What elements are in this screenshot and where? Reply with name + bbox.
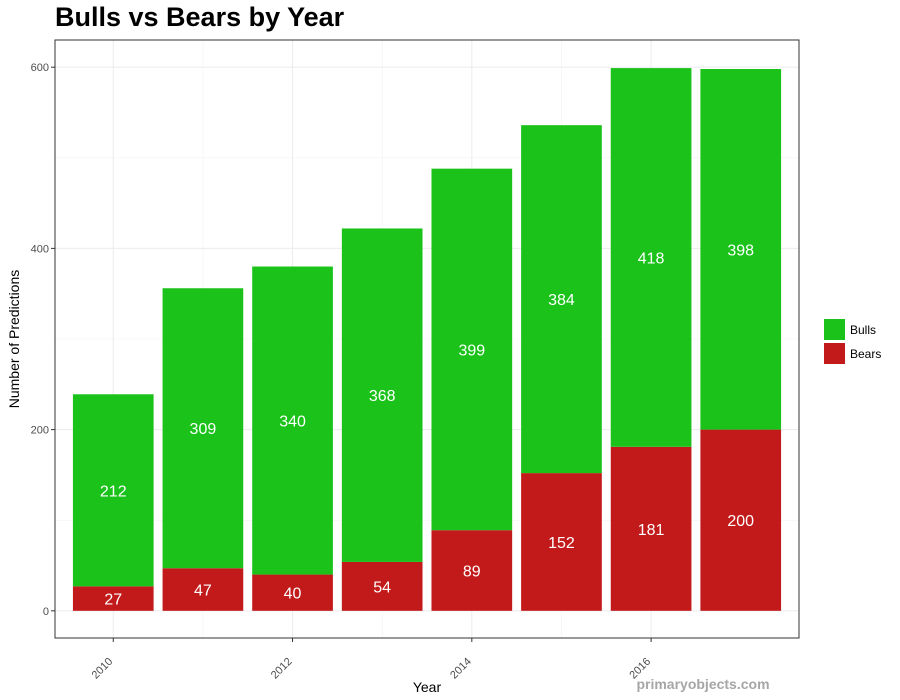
x-tick-label: 2010 bbox=[90, 656, 116, 682]
y-tick-label: 400 bbox=[31, 243, 49, 255]
y-tick-label: 600 bbox=[31, 62, 49, 74]
bar-bears bbox=[521, 473, 602, 611]
data-label-bears: 27 bbox=[104, 592, 122, 609]
data-label-bears: 181 bbox=[638, 522, 665, 539]
bar-bears bbox=[610, 446, 692, 611]
plot-border bbox=[54, 39, 800, 639]
bar-bulls bbox=[72, 394, 154, 587]
data-label-bulls: 384 bbox=[548, 292, 575, 309]
bar-labels: 27 212 47 309 40 340 54 368 89 399 152 384 181 418 200… bbox=[100, 242, 754, 608]
data-label-bears: 152 bbox=[548, 535, 575, 552]
chart-title: Bulls vs Bears by Year bbox=[55, 2, 345, 32]
data-label-bulls: 418 bbox=[638, 250, 665, 267]
bars bbox=[72, 68, 782, 611]
watermark: primaryobjects.com bbox=[636, 676, 769, 692]
legend-key-bears bbox=[824, 343, 845, 364]
data-label-bulls: 368 bbox=[369, 388, 396, 405]
bar-bulls bbox=[162, 288, 244, 569]
bar-bears bbox=[72, 586, 154, 611]
y-tick-label: 0 bbox=[43, 606, 49, 618]
bar-bulls bbox=[252, 266, 333, 575]
bar-bears bbox=[431, 530, 513, 611]
bar-bears bbox=[341, 561, 423, 611]
legend-key-bulls bbox=[824, 319, 845, 340]
data-label-bears: 40 bbox=[284, 586, 302, 603]
data-label-bears: 47 bbox=[194, 583, 212, 600]
bar-bulls bbox=[341, 228, 423, 562]
data-label-bulls: 309 bbox=[190, 421, 217, 438]
y-axis-title: Number of Predictions bbox=[6, 270, 22, 409]
bar-bulls bbox=[431, 168, 513, 531]
data-label-bears: 200 bbox=[727, 513, 754, 530]
data-label-bears: 89 bbox=[463, 563, 481, 580]
x-tick-label: 2012 bbox=[269, 656, 295, 682]
bar-bears bbox=[700, 429, 782, 611]
data-label-bulls: 399 bbox=[458, 342, 485, 359]
data-label-bears: 54 bbox=[373, 579, 391, 596]
legend-label-bears: Bears bbox=[850, 347, 881, 361]
data-label-bulls: 212 bbox=[100, 483, 127, 500]
y-tick-label: 200 bbox=[31, 425, 49, 437]
x-axis-title: Year bbox=[413, 679, 442, 695]
bar-bulls bbox=[700, 68, 782, 430]
bar-bulls bbox=[610, 68, 692, 447]
bar-bears bbox=[252, 574, 333, 611]
legend: Bulls Bears bbox=[824, 319, 881, 364]
x-tick-label: 2014 bbox=[448, 656, 474, 682]
bar-bulls bbox=[521, 125, 602, 474]
bar-bears bbox=[162, 568, 244, 611]
data-label-bulls: 398 bbox=[727, 242, 754, 259]
data-label-bulls: 340 bbox=[279, 414, 306, 431]
legend-label-bulls: Bulls bbox=[850, 323, 876, 337]
